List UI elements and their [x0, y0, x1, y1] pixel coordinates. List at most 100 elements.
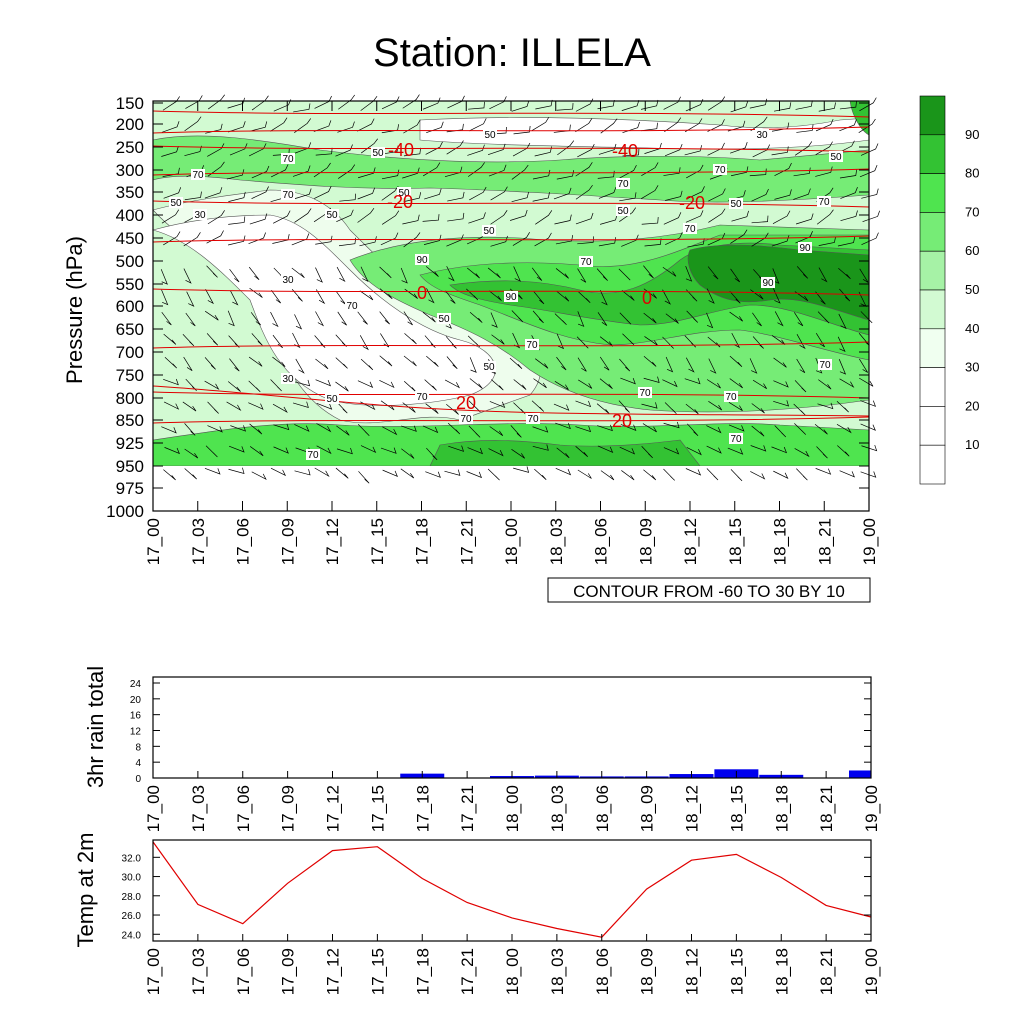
wind-barb	[575, 162, 593, 177]
wind-barb	[665, 190, 683, 201]
wind-barb	[510, 425, 522, 438]
temperature-contour-label: 0	[642, 288, 652, 308]
wind-barb	[684, 145, 702, 156]
wind-barb	[338, 94, 355, 110]
wind-barb	[380, 232, 399, 246]
time-tick-label: 17_06	[234, 518, 253, 565]
rain-x-tick-label: 17_09	[279, 785, 298, 832]
rh-label-bg	[616, 205, 630, 216]
wind-barb	[752, 312, 762, 327]
wind-barb	[184, 468, 197, 480]
colorbar-label: 50	[965, 282, 979, 297]
wind-barb	[774, 425, 787, 438]
rh-contour-label: 50	[326, 210, 338, 221]
wind-barb	[685, 468, 702, 476]
rh-label-bg	[345, 300, 359, 311]
wind-barb	[771, 335, 786, 346]
pressure-tick-label: 500	[116, 252, 144, 271]
rh-label-bg	[729, 198, 743, 209]
temp-frame	[152, 839, 872, 942]
wind-barb	[731, 332, 741, 349]
wind-barb	[663, 421, 680, 429]
wind-barb	[248, 380, 261, 393]
wind-barb	[184, 191, 202, 201]
wind-barb	[622, 148, 640, 157]
wind-barb	[272, 334, 283, 349]
rain-x-tick-label: 17_21	[458, 785, 477, 832]
wind-barb	[708, 208, 726, 223]
wind-barb	[469, 186, 487, 201]
wind-barb	[708, 400, 723, 411]
wind-barb	[836, 423, 852, 434]
colorbar-box	[919, 444, 946, 485]
wind-barb	[837, 336, 846, 353]
pressure-tick-label: 150	[116, 94, 144, 113]
wind-barb	[228, 445, 245, 453]
rain-bars	[400, 769, 871, 778]
rh-label-bg	[818, 359, 832, 370]
wind-barb	[730, 268, 741, 283]
colorbar-box	[919, 289, 946, 330]
temp-x-tick-label: 17_03	[189, 948, 208, 995]
wind-barb	[379, 380, 395, 389]
wind-barb	[818, 267, 828, 283]
wind-barb	[751, 215, 769, 224]
wind-barb	[729, 355, 743, 367]
colorbar-box	[919, 212, 946, 252]
rain-x-tick-label: 18_18	[772, 785, 791, 832]
wind-barb	[531, 400, 545, 412]
wind-barb	[447, 191, 465, 202]
wind-barb	[815, 468, 832, 475]
wind-barb	[448, 445, 465, 452]
temp-tick-label: 24.0	[122, 930, 142, 941]
wind-barb	[294, 314, 303, 330]
rh-label-bg	[281, 373, 295, 384]
rain-bar	[849, 770, 871, 778]
rh-contour-label: 70	[416, 392, 428, 403]
rh-label-bg	[482, 225, 496, 236]
wind-barb	[665, 356, 674, 373]
wind-barb	[292, 401, 309, 408]
temp-x-tick-label: 18_03	[548, 948, 567, 995]
time-tick-label: 18_03	[547, 518, 566, 565]
wind-barb	[795, 213, 814, 225]
rh-contour-label: 50	[326, 394, 338, 405]
wind-barb	[577, 357, 587, 372]
wind-barb	[621, 234, 639, 247]
rh-label-bg	[817, 196, 831, 207]
wind-barb	[447, 422, 461, 435]
wind-barb	[749, 168, 767, 177]
wind-barb	[555, 422, 571, 430]
wind-barb	[314, 335, 326, 348]
wind-barb	[468, 212, 486, 224]
wind-barb	[729, 311, 743, 322]
wind-barb	[164, 357, 178, 369]
wind-barb	[644, 238, 662, 247]
wind-barb	[861, 444, 878, 452]
rh-contour-label: 90	[505, 292, 517, 303]
wind-barb	[248, 356, 263, 367]
wind-barb	[815, 166, 833, 177]
wind-barb	[291, 233, 310, 246]
pressure-axis: 1502002503003504004505005506006507007508…	[106, 94, 869, 521]
wind-barb	[273, 423, 290, 431]
wind-barb	[161, 426, 177, 434]
wind-barb	[358, 471, 370, 484]
wind-barb	[228, 121, 246, 133]
rain-x-tick-label: 18_03	[548, 785, 567, 832]
wind-barb	[729, 290, 741, 304]
wind-barb	[228, 191, 246, 202]
pressure-tick-label: 250	[116, 138, 144, 157]
wind-barb	[230, 425, 247, 432]
wind-barb	[357, 311, 368, 325]
wind-barb	[184, 116, 202, 132]
wind-barb	[534, 468, 547, 481]
wind-barb	[337, 311, 347, 326]
wind-barb	[424, 335, 436, 348]
wind-barb	[619, 165, 637, 179]
wind-barb	[663, 447, 680, 455]
wind-barb	[489, 96, 507, 110]
pressure-tick-label: 975	[116, 479, 144, 498]
pressure-tick-label: 850	[116, 411, 144, 430]
rain-frame	[152, 676, 872, 779]
